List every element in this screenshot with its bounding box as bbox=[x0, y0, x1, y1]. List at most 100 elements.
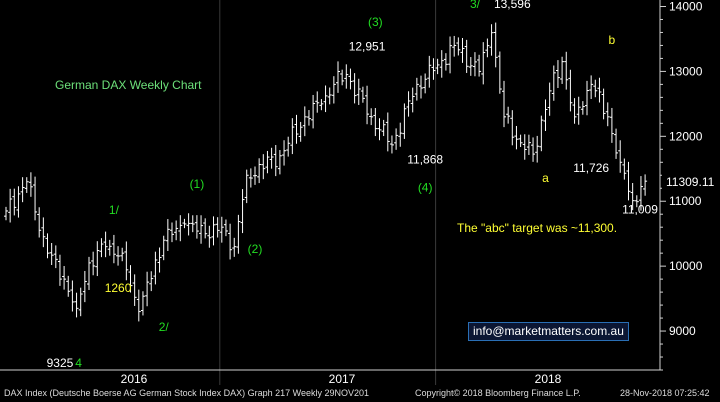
ohlc-bar bbox=[497, 51, 502, 94]
ohlc-bar bbox=[551, 65, 556, 101]
last-price-box bbox=[662, 173, 718, 190]
ohlc-bar bbox=[593, 79, 598, 98]
ohlc-bar bbox=[70, 280, 75, 312]
ohlc-bar bbox=[481, 42, 486, 85]
ohlc-bar bbox=[24, 177, 29, 193]
ohlc-bar bbox=[597, 77, 602, 103]
ohlc-bar bbox=[605, 102, 610, 127]
chart-annotation: 13,596 bbox=[494, 0, 531, 11]
ohlc-bar bbox=[439, 50, 444, 78]
chart-annotation: 11,009 bbox=[622, 203, 658, 217]
ohlc-bar bbox=[244, 169, 249, 204]
ohlc-bar bbox=[452, 35, 457, 57]
ohlc-bar bbox=[157, 247, 162, 273]
ohlc-bar bbox=[585, 80, 589, 116]
ohlc-bar bbox=[614, 128, 619, 159]
ohlc-bar bbox=[306, 110, 311, 126]
ohlc-bar bbox=[365, 85, 370, 125]
ohlc-bar bbox=[576, 96, 581, 125]
ohlc-bar bbox=[638, 176, 643, 211]
ohlc-bar bbox=[165, 219, 170, 252]
ohlc-bar bbox=[526, 134, 531, 155]
ohlc-bar bbox=[352, 73, 357, 104]
ohlc-bar bbox=[319, 99, 324, 111]
ohlc-bar bbox=[377, 118, 382, 141]
ohlc-bar bbox=[128, 265, 133, 293]
ohlc-bar bbox=[302, 106, 307, 137]
ohlc-bar bbox=[232, 237, 237, 257]
ohlc-bar bbox=[472, 52, 477, 77]
chart-title: German DAX Weekly Chart bbox=[55, 78, 202, 92]
ohlc-bar bbox=[161, 235, 166, 261]
ohlc-bar bbox=[290, 118, 295, 155]
ohlc-bar bbox=[385, 112, 390, 152]
ohlc-bar bbox=[78, 287, 83, 317]
chart-annotation: 3/ bbox=[470, 0, 481, 11]
ohlc-bar bbox=[273, 145, 278, 177]
ohlc-bar bbox=[66, 275, 71, 297]
ohlc-bar bbox=[269, 147, 274, 169]
ohlc-bar bbox=[414, 77, 419, 101]
ohlc-bar bbox=[356, 78, 361, 105]
ohlc-bar bbox=[190, 215, 195, 233]
ohlc-bar bbox=[618, 140, 623, 173]
ohlc-bar bbox=[257, 158, 262, 184]
ohlc-bar bbox=[419, 75, 423, 99]
ohlc-bar bbox=[456, 37, 461, 56]
ohlc-bar bbox=[601, 88, 606, 120]
ohlc-bar bbox=[136, 289, 141, 322]
ohlc-bar bbox=[45, 233, 50, 259]
ohlc-bar bbox=[111, 234, 116, 264]
ohlc-bar bbox=[535, 135, 540, 163]
x-tick-label: 2017 bbox=[329, 372, 356, 386]
ohlc-bar bbox=[394, 128, 399, 150]
x-tick-label: 2018 bbox=[535, 372, 562, 386]
ohlc-bar bbox=[344, 64, 349, 89]
ohlc-bar bbox=[49, 243, 54, 265]
ohlc-bar bbox=[327, 87, 332, 105]
ohlc-bar bbox=[107, 239, 112, 256]
ohlc-bar bbox=[398, 122, 403, 147]
ohlc-bar bbox=[87, 256, 91, 291]
chart-annotation: 1260 bbox=[105, 281, 132, 295]
ohlc-bar bbox=[186, 213, 191, 236]
ohlc-bar bbox=[53, 245, 58, 269]
y-tick-label: 9000 bbox=[669, 324, 696, 338]
ohlc-bar bbox=[622, 158, 627, 180]
chart-annotation: (1) bbox=[190, 177, 205, 191]
ohlc-bar bbox=[539, 115, 544, 152]
ohlc-bar bbox=[572, 98, 577, 124]
ohlc-bar bbox=[265, 150, 270, 174]
chart-annotation: 11,726 bbox=[573, 161, 609, 175]
ohlc-bar bbox=[132, 274, 137, 306]
ohlc-bar bbox=[4, 206, 8, 221]
ohlc-bar bbox=[402, 103, 407, 139]
ohlc-bar bbox=[348, 68, 353, 90]
ohlc-bar bbox=[485, 38, 490, 58]
ohlc-bar bbox=[568, 69, 573, 112]
ohlc-bar bbox=[153, 251, 158, 285]
ohlc-bar bbox=[410, 87, 415, 113]
y-tick-label: 14000 bbox=[669, 0, 703, 13]
ohlc-bar bbox=[62, 266, 67, 290]
ohlc-bar bbox=[174, 220, 179, 241]
ohlc-bar bbox=[149, 271, 154, 292]
ohlc-bar bbox=[518, 134, 523, 148]
ohlc-bar bbox=[506, 106, 511, 124]
ohlc-bar bbox=[502, 80, 506, 128]
ohlc-bar bbox=[477, 54, 482, 77]
ohlc-bar bbox=[323, 85, 328, 113]
ohlc-bar bbox=[41, 217, 46, 248]
ohlc-bar bbox=[253, 166, 257, 185]
ohlc-bar bbox=[20, 177, 25, 203]
ohlc-bar bbox=[286, 136, 291, 157]
chart-annotation: 12,951 bbox=[349, 40, 386, 54]
ohlc-bar bbox=[294, 114, 299, 144]
chart-annotation: b bbox=[609, 33, 616, 47]
ohlc-bar bbox=[522, 134, 527, 160]
ohlc-bar bbox=[182, 218, 187, 229]
ohlc-bar bbox=[277, 150, 282, 175]
ohlc-bar bbox=[57, 254, 62, 286]
contact-email[interactable]: info@marketmatters.com.au bbox=[468, 322, 629, 341]
